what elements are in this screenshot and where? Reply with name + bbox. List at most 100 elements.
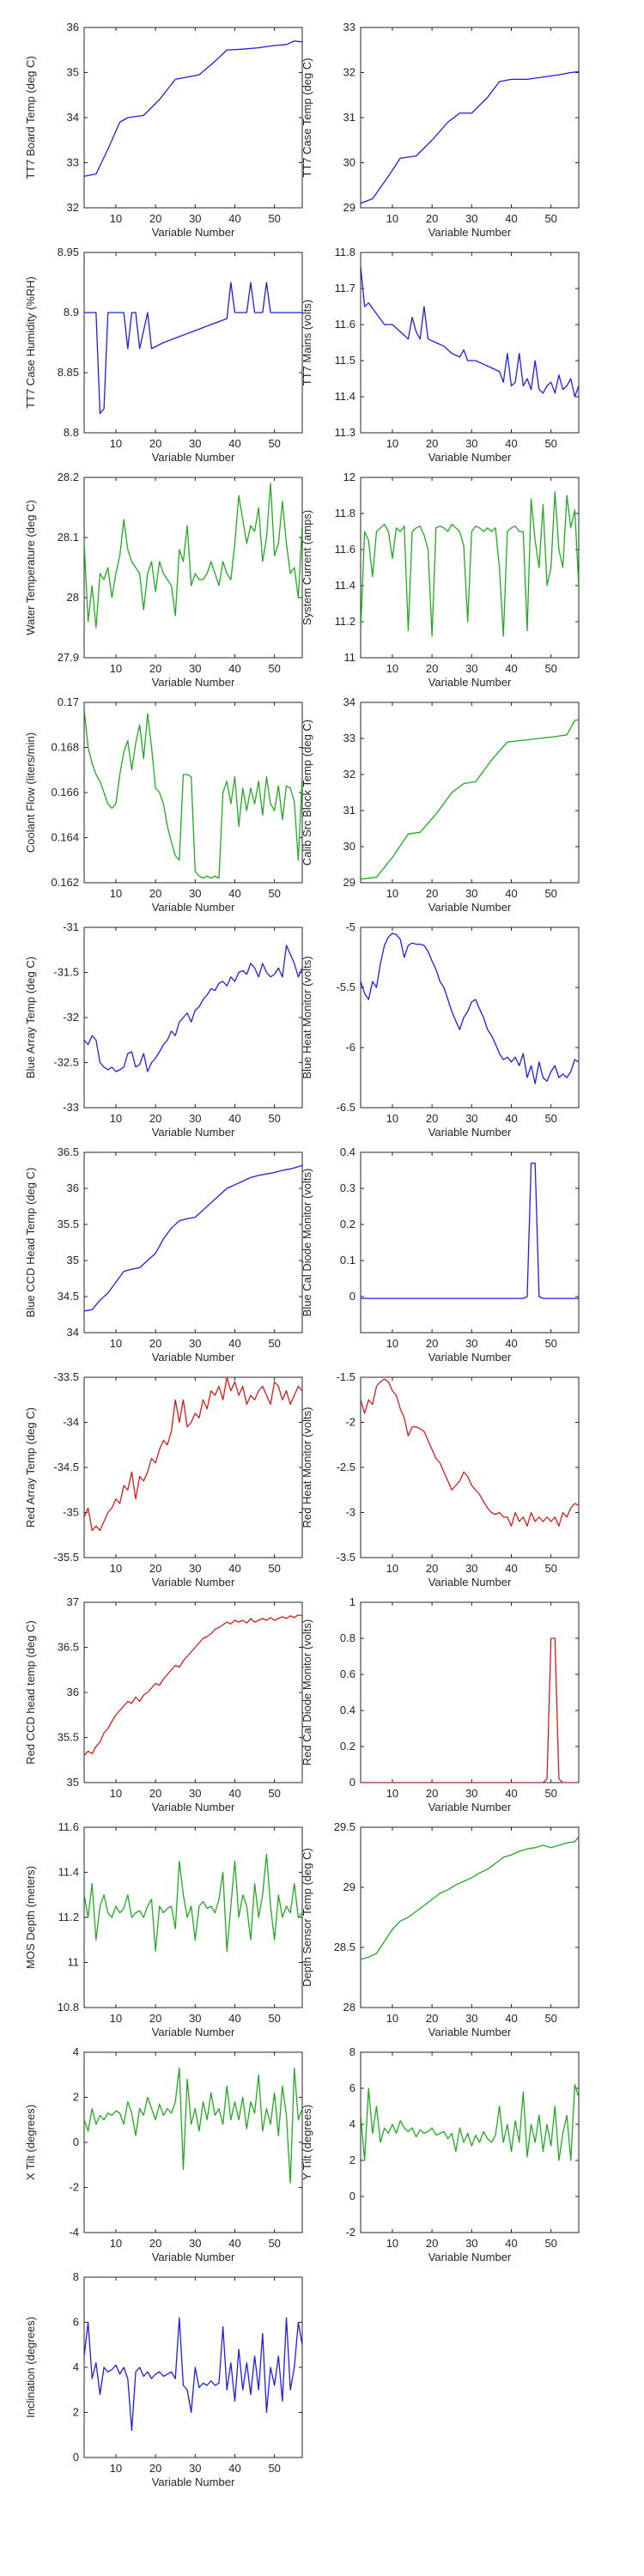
y-tick-label: 32: [67, 201, 79, 214]
chart-panel-8: 29 30 31 32 33 34 10 20 30 40 50 Variable Number Cal…: [301, 696, 580, 914]
x-tick-label: 40: [505, 887, 517, 900]
y-tick-label: 33: [343, 732, 355, 744]
y-tick-label: 8.9: [64, 306, 79, 319]
series-line: [361, 719, 579, 880]
y-tick-label: -35.5: [53, 1551, 79, 1564]
x-tick-label: 30: [189, 2012, 201, 2025]
x-tick-label: 20: [426, 437, 438, 450]
x-tick-label: 50: [268, 2462, 280, 2475]
x-tick-label: 20: [426, 1562, 438, 1575]
series-line: [84, 1377, 302, 1532]
y-tick-label: 0.6: [340, 1668, 355, 1680]
chart-panel-13: -35.5 -35 -34.5 -34 -33.5 10 20 30 40 50 Variable …: [24, 1370, 303, 1589]
x-tick-label: 40: [228, 2237, 240, 2250]
y-axis-label: Depth Sensor Temp (deg C): [301, 1848, 313, 1987]
y-tick-label: 36.5: [58, 1145, 79, 1158]
x-tick-label: 20: [149, 2462, 161, 2475]
y-axis-label: MOS Depth (meters): [24, 1866, 37, 1969]
chart-panel-14: -3.5 -3 -2.5 -2 -1.5 10 20 30 40 50 Variable Numbe…: [301, 1370, 580, 1589]
y-tick-label: 11.2: [58, 1911, 79, 1923]
x-tick-label: 10: [386, 2237, 398, 2250]
x-tick-label: 50: [544, 1337, 556, 1350]
x-axis-label: Variable Number: [428, 1126, 512, 1139]
x-axis-label: Variable Number: [152, 1351, 235, 1364]
x-tick-label: 40: [228, 212, 240, 225]
x-axis-label: Variable Number: [428, 2026, 512, 2038]
plot-area: [360, 2051, 580, 2233]
y-tick-label: 11.6: [58, 1820, 79, 1833]
chart-panel-20: -2 0 2 4 6 8 10 20 30 40 50 Variable Number Y Tilt (…: [301, 2045, 580, 2263]
plot-area: [83, 1151, 303, 1334]
y-tick-label: 11.4: [335, 390, 355, 403]
x-tick-label: 30: [465, 1112, 477, 1125]
x-tick-label: 30: [189, 1787, 201, 1800]
y-tick-label: 0.1: [340, 1254, 355, 1267]
y-tick-label: 28.2: [58, 471, 79, 483]
x-tick-label: 30: [189, 1337, 201, 1350]
x-axis-label: Variable Number: [152, 2026, 235, 2038]
series-line: [361, 1836, 579, 1960]
x-tick-label: 50: [268, 887, 280, 900]
y-tick-label: 8: [73, 2270, 79, 2283]
x-tick-label: 40: [228, 662, 240, 675]
y-tick-label: 34: [343, 696, 355, 708]
y-axis-label: Red Array Temp (deg C): [24, 1407, 37, 1528]
x-axis-label: Variable Number: [152, 226, 235, 239]
y-axis-label: Y Tilt (degrees): [301, 2105, 313, 2180]
y-tick-label: 0.2: [340, 1740, 355, 1753]
series-line: [361, 491, 579, 637]
series-line: [84, 2067, 302, 2184]
series-line: [361, 70, 579, 204]
x-tick-label: 50: [544, 2237, 556, 2250]
y-tick-label: 2: [73, 2091, 79, 2104]
x-tick-label: 10: [386, 1112, 398, 1125]
y-axis-label: Red Heat Monitor (volts): [301, 1407, 313, 1528]
y-axis-label: Red Cal Diode Monitor (volts): [301, 1619, 313, 1766]
x-axis-label: Variable Number: [428, 901, 512, 914]
chart-panel-10: -6.5 -6 -5.5 -5 10 20 30 40 50 Variable Number Blu…: [301, 920, 580, 1139]
x-tick-label: 30: [465, 2237, 477, 2250]
chart-panel-4: 11.3 11.4 11.5 11.6 11.7 11.8 10 20 30 40 50 Variab…: [301, 246, 580, 464]
plot-area: [83, 1376, 303, 1558]
x-tick-label: 20: [149, 662, 161, 675]
x-tick-label: 20: [149, 1112, 161, 1125]
x-tick-label: 20: [149, 2237, 161, 2250]
y-tick-label: 33: [67, 156, 79, 169]
y-tick-label: 0: [349, 1290, 355, 1303]
y-tick-label: 11.6: [335, 543, 355, 556]
y-tick-label: 10.8: [58, 2001, 79, 2014]
x-tick-label: 50: [268, 212, 280, 225]
x-tick-label: 30: [189, 437, 201, 450]
y-tick-label: 31: [343, 111, 355, 124]
y-tick-label: 35: [67, 66, 79, 79]
y-tick-label: 4: [73, 2360, 79, 2373]
y-tick-label: -31.5: [53, 966, 79, 979]
y-tick-label: -4: [69, 2226, 79, 2239]
plot-area: [83, 252, 303, 434]
x-tick-label: 10: [110, 662, 122, 675]
series-line: [361, 1637, 579, 1783]
x-tick-label: 30: [465, 662, 477, 675]
x-tick-label: 30: [189, 887, 201, 900]
x-tick-label: 40: [228, 1562, 240, 1575]
y-tick-label: 11.6: [335, 318, 355, 331]
y-tick-label: 0.162: [51, 876, 79, 889]
y-axis-label: X Tilt (degrees): [24, 2105, 37, 2180]
x-tick-label: 50: [544, 1112, 556, 1125]
y-tick-label: 0: [349, 1776, 355, 1789]
y-tick-label: -32.5: [53, 1056, 79, 1069]
chart-panel-12: 0 0.1 0.2 0.3 0.4 10 20 30 40 50 Variable Number Bl…: [301, 1145, 580, 1364]
x-tick-label: 30: [465, 1562, 477, 1575]
x-tick-label: 20: [149, 212, 161, 225]
plot-area: [360, 1151, 580, 1334]
y-tick-label: -32: [63, 1011, 79, 1024]
y-axis-label: TT7 Case Temp (deg C): [301, 58, 313, 177]
chart-panel-17: 10.8 11 11.2 11.4 11.6 10 20 30 40 50 Variable Num…: [24, 1820, 303, 2038]
x-tick-label: 10: [110, 2462, 122, 2475]
chart-panel-9: -33 -32.5 -32 -31.5 -31 10 20 30 40 50 Variable Nu…: [24, 920, 303, 1139]
x-tick-label: 20: [149, 887, 161, 900]
y-tick-label: 11.4: [335, 579, 355, 592]
y-tick-label: 2: [73, 2406, 79, 2419]
series-line: [84, 1164, 302, 1312]
